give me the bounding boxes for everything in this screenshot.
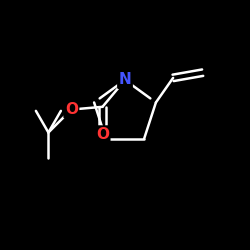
Text: N: N: [119, 72, 132, 88]
Text: O: O: [65, 102, 78, 117]
Text: O: O: [96, 127, 109, 142]
